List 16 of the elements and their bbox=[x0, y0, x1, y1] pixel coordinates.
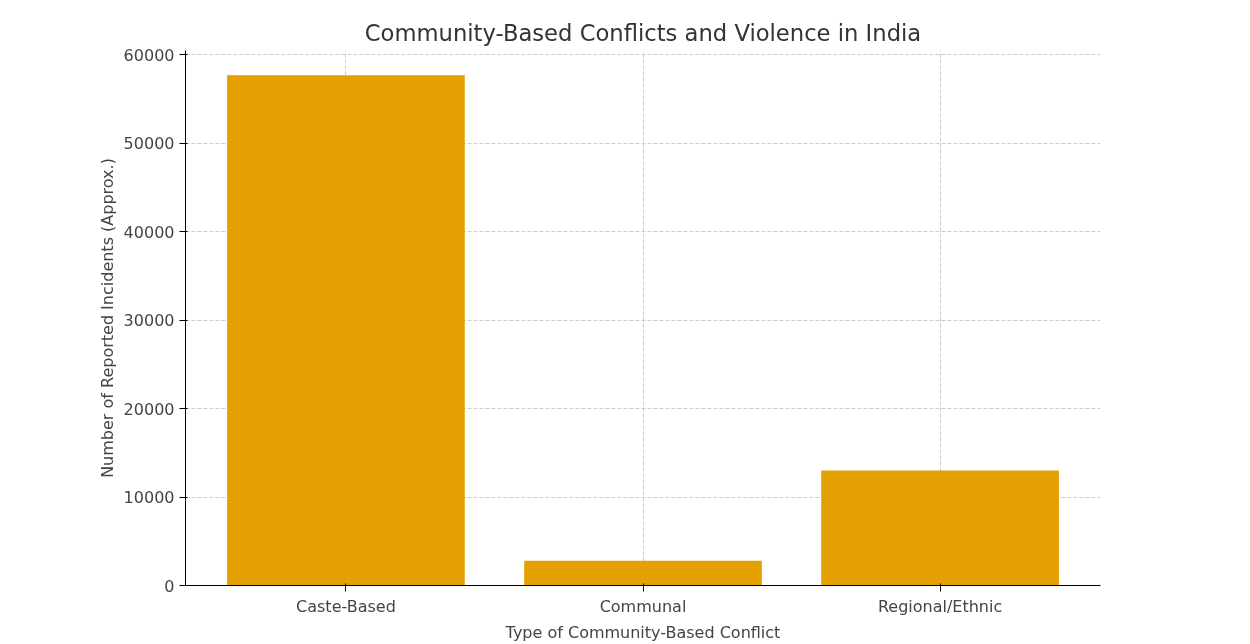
x-axis-title: Type of Community-Based Conflict bbox=[504, 622, 781, 642]
y-tick-label: 10000 bbox=[123, 488, 175, 508]
bar bbox=[524, 560, 762, 586]
chart-title: Community-Based Conflicts and Violence in India bbox=[364, 19, 922, 46]
y-tick-label: 0 bbox=[164, 576, 175, 596]
x-tick-label: Communal bbox=[599, 596, 687, 616]
y-tick-label: 20000 bbox=[123, 399, 175, 419]
bar bbox=[821, 470, 1059, 586]
y-tick-label: 40000 bbox=[123, 222, 175, 242]
y-tick-label: 30000 bbox=[123, 311, 175, 331]
bar bbox=[227, 75, 465, 586]
y-tick-label: 50000 bbox=[123, 134, 175, 154]
x-tick-label: Caste-Based bbox=[296, 596, 396, 616]
y-tick-label: 60000 bbox=[123, 45, 175, 65]
y-axis-title: Number of Reported Incidents (Approx.) bbox=[97, 158, 117, 478]
x-tick-label: Regional/Ethnic bbox=[877, 596, 1003, 616]
